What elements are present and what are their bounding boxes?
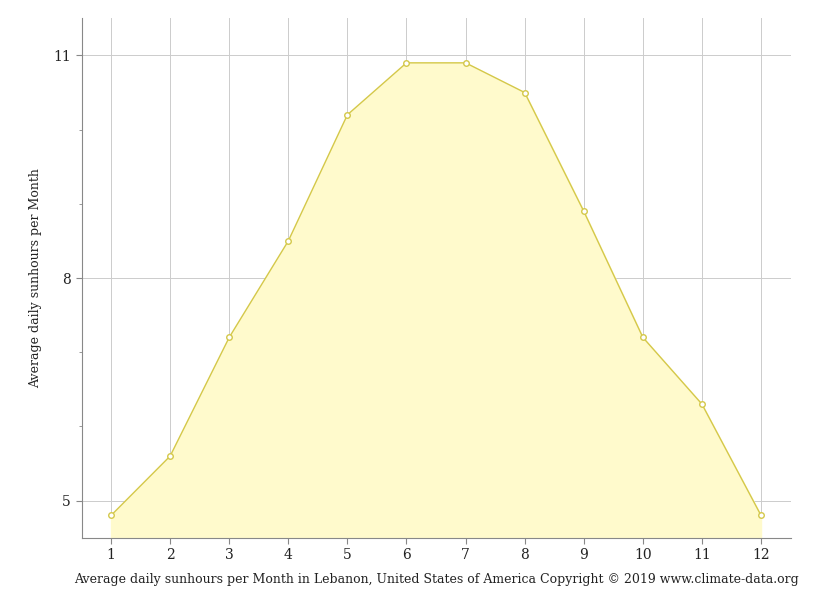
X-axis label: Average daily sunhours per Month in Lebanon, United States of America Copyright : Average daily sunhours per Month in Leba…	[73, 573, 799, 586]
Y-axis label: Average daily sunhours per Month: Average daily sunhours per Month	[29, 168, 42, 388]
